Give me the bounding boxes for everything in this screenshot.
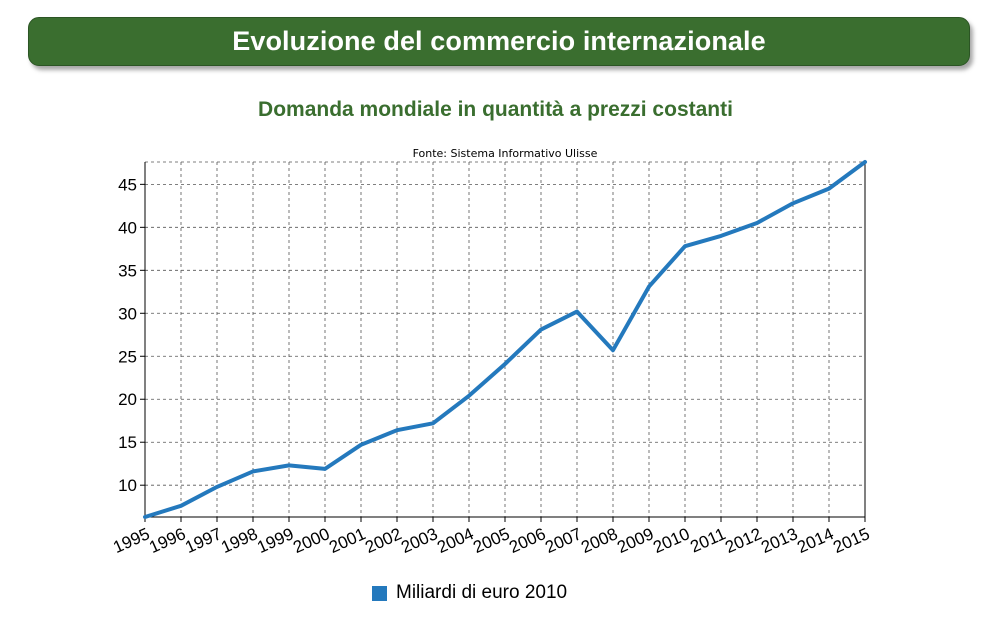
y-tick-label: 35: [118, 261, 137, 280]
y-tick-label: 25: [118, 347, 137, 366]
legend-label: Miliardi di euro 2010: [396, 582, 568, 603]
source-note: Fonte: Sistema Informativo Ulisse: [413, 147, 598, 160]
chart-legend: Miliardi di euro 2010: [372, 582, 567, 604]
y-tick-label: 15: [118, 433, 137, 452]
y-tick-label: 20: [118, 390, 137, 409]
legend-swatch: [372, 585, 387, 601]
page-title: Evoluzione del commercio internazionale: [232, 26, 766, 56]
chart-subtitle: Domanda mondiale in quantità a prezzi co…: [258, 98, 733, 121]
y-tick-label: 45: [118, 175, 137, 194]
title-banner: Evoluzione del commercio internazionale: [28, 17, 970, 66]
y-tick-label: 30: [118, 304, 137, 323]
y-tick-label: 40: [118, 218, 137, 237]
x-tick-label: 2010: [650, 524, 692, 557]
x-tick-label: 2015: [830, 524, 872, 557]
y-tick-label: 10: [118, 476, 137, 495]
